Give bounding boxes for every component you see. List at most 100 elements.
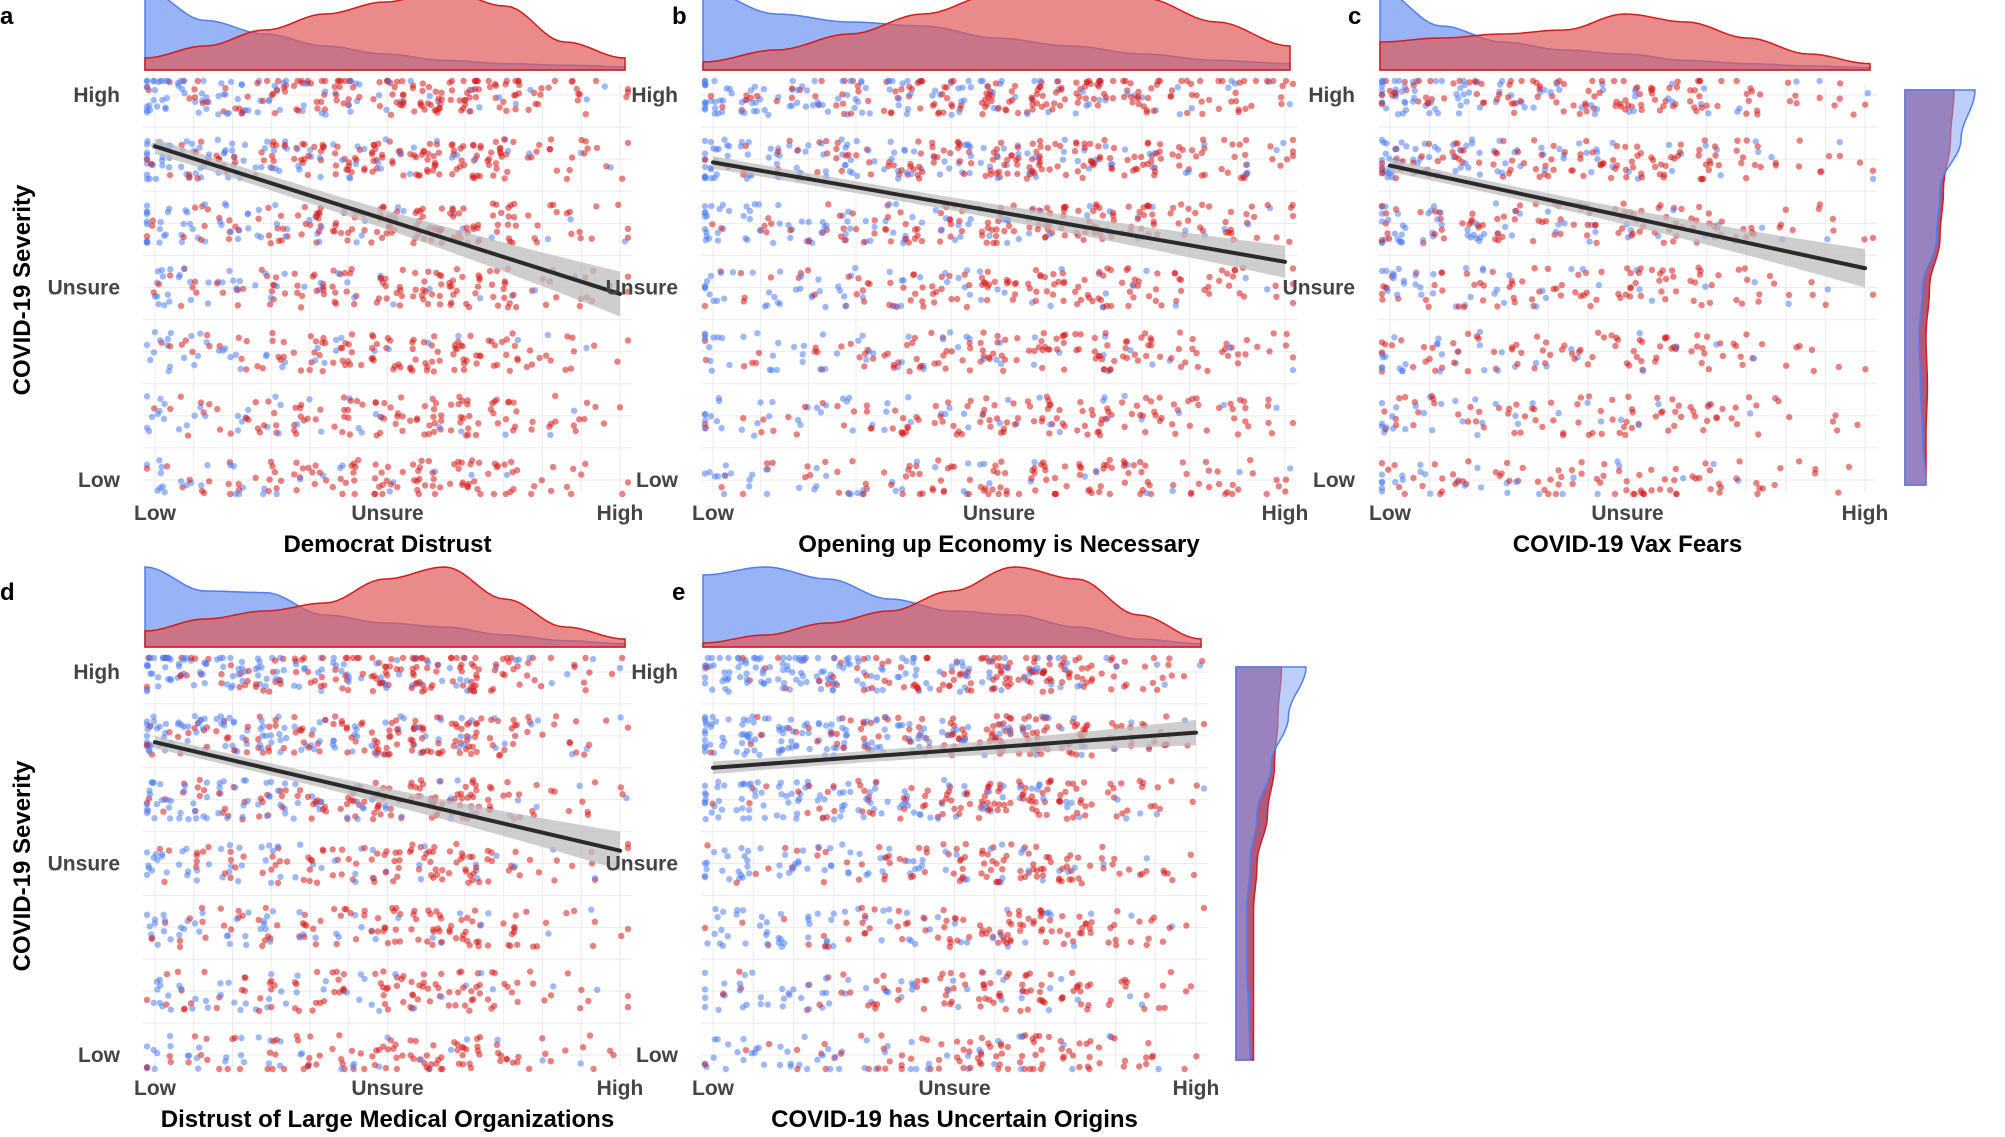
point-blue — [1588, 169, 1595, 176]
point-red — [1796, 342, 1803, 350]
point-red — [1229, 405, 1236, 413]
point-red — [1129, 99, 1136, 106]
point-blue — [157, 337, 164, 344]
point-blue — [189, 1005, 196, 1012]
point-red — [266, 723, 273, 730]
point-blue — [331, 857, 339, 864]
point-red — [1696, 203, 1703, 211]
point-red — [298, 401, 305, 409]
point-blue — [1061, 136, 1068, 143]
point-red — [1249, 470, 1257, 477]
point-red — [937, 210, 945, 217]
point-blue — [966, 143, 974, 150]
point-red — [1712, 152, 1719, 159]
point-red — [1378, 290, 1386, 298]
point-blue — [1586, 238, 1593, 245]
point-red — [1845, 463, 1853, 471]
point-red — [1648, 466, 1655, 473]
point-red — [1378, 170, 1386, 177]
point-red — [281, 290, 289, 297]
point-red — [1628, 232, 1635, 239]
point-red — [547, 136, 555, 143]
point-red — [1386, 87, 1394, 95]
point-blue — [1517, 162, 1524, 170]
point-red — [379, 490, 386, 498]
point-red — [267, 240, 274, 247]
point-red — [892, 88, 899, 95]
point-red — [948, 101, 955, 108]
point-red — [503, 107, 510, 115]
point-red — [1698, 301, 1705, 309]
point-red — [361, 844, 368, 852]
point-red — [361, 165, 368, 172]
point-red — [992, 80, 999, 87]
point-red — [1080, 162, 1087, 169]
point-blue — [1504, 489, 1511, 496]
point-red — [427, 858, 434, 866]
point-red — [1869, 234, 1877, 242]
point-red — [430, 368, 437, 375]
point-red — [1156, 394, 1163, 401]
point-blue — [258, 664, 265, 671]
point-red — [592, 77, 600, 85]
point-red — [552, 713, 560, 720]
point-red — [459, 481, 466, 488]
point-red — [224, 1065, 231, 1073]
point-blue — [273, 283, 280, 290]
point-red — [313, 287, 320, 295]
point-red — [553, 167, 561, 174]
point-blue — [1570, 474, 1577, 481]
point-red — [1675, 402, 1683, 409]
point-red — [220, 922, 228, 929]
point-blue — [916, 274, 924, 281]
point-red — [419, 781, 427, 788]
point-red — [1754, 111, 1761, 118]
point-blue — [787, 234, 794, 242]
point-red — [1817, 168, 1824, 176]
point-red — [566, 208, 574, 216]
point-red — [392, 1041, 399, 1048]
point-red — [551, 788, 558, 795]
point-blue — [437, 716, 445, 724]
point-red — [578, 471, 585, 478]
point-blue — [1236, 468, 1243, 476]
point-blue — [851, 104, 858, 112]
point-blue — [903, 110, 911, 118]
point-red — [1193, 349, 1200, 357]
point-red — [504, 168, 511, 176]
point-red — [1014, 109, 1022, 117]
point-blue — [245, 225, 252, 232]
point-blue — [1378, 364, 1386, 371]
point-red — [1133, 402, 1141, 409]
point-red — [1093, 201, 1100, 208]
point-blue — [1655, 400, 1662, 408]
point-blue — [738, 108, 745, 116]
point-red — [1771, 481, 1778, 489]
point-blue — [526, 150, 533, 157]
point-blue — [701, 106, 709, 113]
point-red — [293, 668, 300, 676]
point-red — [459, 682, 467, 689]
point-blue — [841, 293, 848, 300]
point-blue — [1461, 81, 1469, 89]
point-red — [1072, 288, 1079, 295]
point-blue — [232, 351, 240, 358]
point-blue — [993, 356, 1000, 363]
point-red — [430, 428, 438, 435]
point-blue — [757, 399, 764, 406]
point-red — [418, 457, 425, 464]
point-red — [842, 236, 849, 244]
point-blue — [967, 84, 975, 91]
point-red — [232, 864, 239, 871]
point-blue — [154, 268, 162, 275]
point-red — [436, 484, 444, 491]
point-red — [854, 82, 861, 90]
point-red — [1698, 104, 1705, 111]
point-red — [422, 360, 429, 367]
point-red — [464, 914, 471, 921]
point-red — [582, 687, 589, 694]
point-red — [837, 233, 845, 240]
point-red — [1492, 469, 1500, 476]
point-blue — [883, 408, 890, 415]
point-blue — [794, 416, 802, 424]
